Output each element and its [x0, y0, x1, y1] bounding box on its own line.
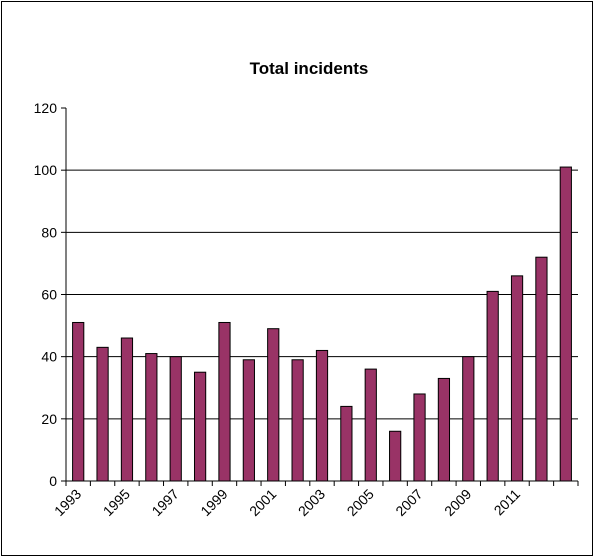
x-tick-labels: 1993 1995 1997 1999 2001 2003 2005 2007 2009 2011 [51, 486, 523, 519]
x-tick-label: 1999 [197, 486, 230, 519]
y-tick-label: 100 [34, 162, 58, 178]
x-tick-label: 1995 [100, 486, 133, 519]
bar-2010 [486, 290, 499, 482]
x-tick-label: 2003 [295, 486, 328, 519]
x-tick-label: 2005 [344, 486, 377, 519]
x-tick-label: 1993 [51, 486, 84, 519]
bar-2012 [535, 256, 548, 482]
bar-1995 [120, 337, 134, 482]
axes [61, 107, 579, 486]
bar-2003 [315, 349, 329, 482]
bar-2002 [291, 359, 304, 482]
bar-2013 [559, 166, 572, 482]
bar-2007 [413, 393, 426, 482]
y-tick-label: 80 [41, 224, 57, 240]
bar-2001 [267, 328, 280, 482]
bar-1999 [218, 321, 231, 482]
y-tick-label: 0 [49, 473, 57, 489]
bar-2011 [510, 275, 524, 482]
y-tick-label: 60 [41, 287, 57, 303]
bar-2004 [340, 405, 353, 482]
x-tick-label: 2007 [392, 486, 425, 519]
bar-2005 [364, 368, 377, 482]
x-tick-label: 1997 [148, 486, 181, 519]
bar-1996 [145, 353, 158, 482]
chart-title: Total incidents [250, 59, 369, 78]
bar-1994 [96, 346, 109, 482]
bar-2000 [242, 359, 255, 482]
bar-2008 [437, 377, 451, 482]
bar-1997 [169, 356, 182, 482]
y-tick-labels: 0 20 40 60 80 100 120 [34, 100, 58, 489]
x-tick-label: 2009 [441, 486, 474, 519]
bars [72, 166, 572, 482]
bar-2009 [462, 356, 475, 482]
y-tick-label: 120 [34, 100, 58, 116]
y-tick-label: 40 [41, 349, 57, 365]
x-tick-label: 2001 [246, 486, 279, 519]
bar-1993 [72, 321, 85, 482]
bar-2006 [389, 430, 402, 482]
y-tick-label: 20 [41, 411, 57, 427]
x-tick-label: 2011 [491, 486, 524, 519]
bar-1998 [193, 371, 207, 482]
